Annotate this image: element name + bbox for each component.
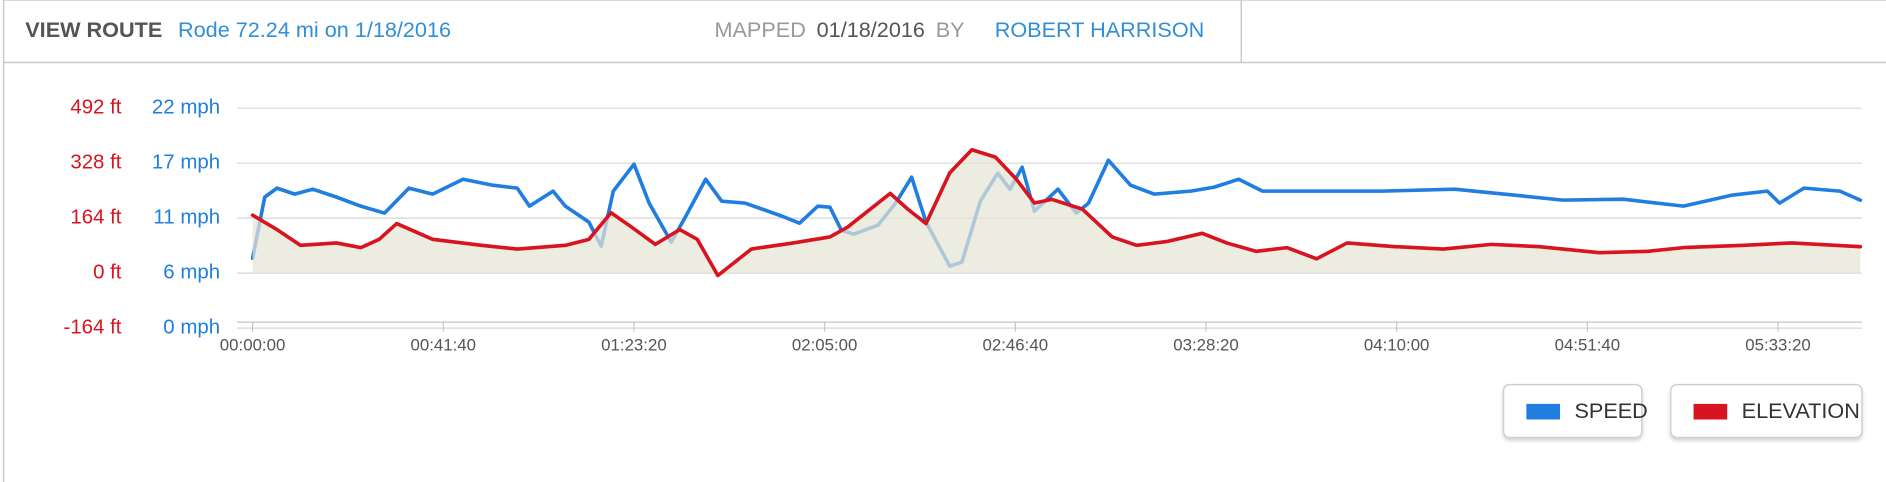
- y2-tick-label: 0 ft: [93, 261, 122, 284]
- y2-tick-label: -164 ft: [64, 316, 122, 339]
- ride-summary[interactable]: Rode 72.24 mi on 1/18/2016: [178, 17, 451, 42]
- y2-tick-label: 164 ft: [70, 206, 121, 229]
- mapped-info: MAPPED 01/18/2016 BY: [714, 17, 964, 42]
- x-tick-label: 00:00:00: [220, 336, 286, 355]
- x-tick-label: 05:33:20: [1745, 336, 1811, 355]
- legend-button: [1669, 383, 1863, 439]
- elevation-line: [250, 147, 1863, 278]
- author[interactable]: ROBERT HARRISON: [995, 17, 1205, 42]
- legend-button: [1502, 383, 1643, 439]
- x-tick-label: 04:51:40: [1555, 336, 1621, 355]
- header-title: VIEW ROUTE: [25, 17, 162, 42]
- legend-item[interactable]: ELEVATION: [1669, 383, 1863, 439]
- mapped-date: 01/18/2016: [817, 17, 925, 42]
- legend-swatch: [1526, 403, 1561, 420]
- x-tick-label: 02:46:40: [983, 336, 1049, 355]
- y-tick-label: 11 mph: [153, 206, 220, 229]
- legend-label: SPEED: [1574, 398, 1647, 423]
- y-tick-label: 6 mph: [163, 261, 220, 284]
- y-tick-label: 22 mph: [152, 96, 220, 119]
- plot: 0 mph 6 mph 11 mph 17 mph 22 mph -164 ft 0 ft 1…: [64, 96, 1863, 355]
- y2-tick-label: 492 ft: [70, 96, 121, 119]
- x-tick-label: 02:05:00: [792, 336, 858, 355]
- y-tick-label: 0 mph: [163, 316, 220, 339]
- x-tick-label: 01:23:20: [601, 336, 667, 355]
- legend-swatch: [1693, 403, 1728, 420]
- mapped-label: MAPPED: [714, 17, 805, 42]
- y2-tick-label: 328 ft: [70, 151, 121, 174]
- x-tick-label: 00:41:40: [411, 336, 477, 355]
- legend-label: ELEVATION: [1742, 398, 1860, 423]
- by-label: BY: [936, 17, 965, 42]
- x-tick-label: 03:28:20: [1173, 336, 1239, 355]
- y-tick-label: 17 mph: [152, 151, 220, 174]
- legend-item[interactable]: SPEED: [1502, 383, 1648, 439]
- x-tick-label: 04:10:00: [1364, 336, 1430, 355]
